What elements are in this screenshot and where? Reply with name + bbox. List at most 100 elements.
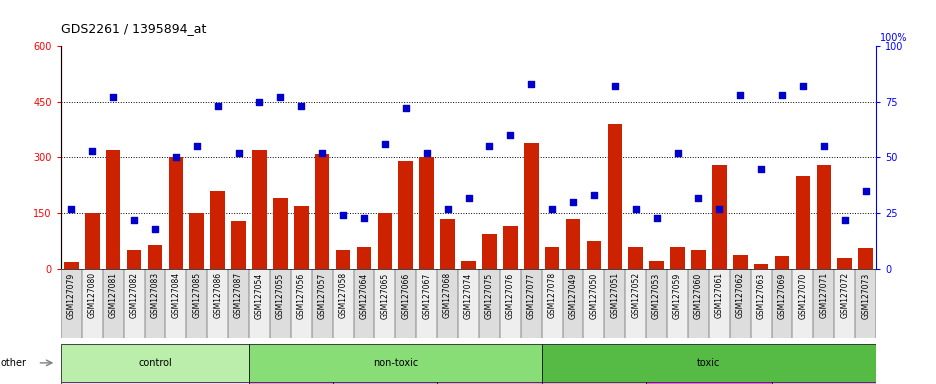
Bar bbox=[189, 213, 204, 269]
Bar bbox=[249, 382, 332, 384]
Bar bbox=[419, 157, 433, 269]
Bar bbox=[231, 220, 245, 269]
Text: GSM127071: GSM127071 bbox=[818, 272, 827, 318]
Bar bbox=[833, 269, 855, 338]
Bar bbox=[357, 247, 371, 269]
Bar bbox=[541, 269, 562, 338]
Bar bbox=[270, 269, 290, 338]
Text: other: other bbox=[1, 358, 27, 368]
Bar bbox=[249, 344, 541, 382]
Bar bbox=[666, 269, 687, 338]
Bar bbox=[770, 382, 875, 384]
Point bbox=[503, 132, 518, 138]
Text: GSM127065: GSM127065 bbox=[380, 272, 389, 318]
Bar bbox=[628, 247, 642, 269]
Bar bbox=[624, 269, 646, 338]
Text: GSM127049: GSM127049 bbox=[568, 272, 577, 318]
Point bbox=[377, 141, 392, 147]
Bar bbox=[711, 165, 725, 269]
Bar bbox=[207, 269, 227, 338]
Bar bbox=[607, 124, 622, 269]
Bar bbox=[166, 269, 186, 338]
Bar bbox=[210, 191, 225, 269]
Bar bbox=[437, 269, 458, 338]
Bar bbox=[103, 269, 124, 338]
Bar bbox=[729, 269, 750, 338]
Bar bbox=[272, 198, 287, 269]
Bar bbox=[855, 269, 875, 338]
Text: GSM127060: GSM127060 bbox=[694, 272, 702, 318]
Bar bbox=[481, 233, 496, 269]
Bar bbox=[124, 269, 144, 338]
Bar bbox=[61, 344, 249, 382]
Text: GSM127086: GSM127086 bbox=[213, 272, 222, 318]
Point bbox=[314, 150, 329, 156]
Point bbox=[147, 226, 162, 232]
Bar bbox=[312, 269, 332, 338]
Text: GSM127050: GSM127050 bbox=[589, 272, 598, 318]
Point bbox=[690, 194, 705, 200]
Bar bbox=[395, 269, 416, 338]
Text: GSM127053: GSM127053 bbox=[651, 272, 661, 318]
Text: GSM127077: GSM127077 bbox=[526, 272, 535, 318]
Text: GSM127066: GSM127066 bbox=[401, 272, 410, 318]
Text: GSM127080: GSM127080 bbox=[88, 272, 96, 318]
Bar bbox=[314, 154, 329, 269]
Point bbox=[523, 81, 538, 87]
Bar bbox=[857, 248, 872, 269]
Bar bbox=[523, 142, 538, 269]
Text: GSM127069: GSM127069 bbox=[777, 272, 785, 318]
Bar bbox=[85, 213, 99, 269]
Text: GSM127068: GSM127068 bbox=[443, 272, 451, 318]
Bar bbox=[144, 269, 166, 338]
Point bbox=[294, 103, 309, 109]
Bar bbox=[249, 269, 270, 338]
Point bbox=[231, 150, 246, 156]
Point bbox=[732, 92, 747, 98]
Bar bbox=[458, 269, 478, 338]
Bar bbox=[294, 206, 308, 269]
Text: GSM127051: GSM127051 bbox=[609, 272, 619, 318]
Bar bbox=[332, 382, 437, 384]
Bar bbox=[586, 241, 601, 269]
Text: GSM127059: GSM127059 bbox=[672, 272, 681, 318]
Point bbox=[210, 103, 225, 109]
Text: GSM127057: GSM127057 bbox=[317, 272, 327, 318]
Text: GSM127083: GSM127083 bbox=[151, 272, 159, 318]
Bar bbox=[398, 161, 413, 269]
Bar bbox=[374, 269, 395, 338]
Point bbox=[272, 94, 287, 100]
Point bbox=[335, 212, 350, 218]
Bar bbox=[168, 157, 183, 269]
Bar bbox=[837, 258, 851, 269]
Point bbox=[168, 154, 183, 161]
Point bbox=[586, 192, 601, 199]
Point bbox=[481, 143, 496, 149]
Bar bbox=[812, 269, 833, 338]
Bar bbox=[649, 261, 664, 269]
Text: GSM127075: GSM127075 bbox=[485, 272, 493, 318]
Point bbox=[711, 205, 726, 212]
Bar bbox=[646, 382, 770, 384]
Bar bbox=[377, 213, 392, 269]
Text: GSM127061: GSM127061 bbox=[714, 272, 723, 318]
Text: GSM127084: GSM127084 bbox=[171, 272, 180, 318]
Bar bbox=[252, 150, 267, 269]
Bar bbox=[753, 264, 768, 269]
Text: GSM127078: GSM127078 bbox=[547, 272, 556, 318]
Text: GSM127067: GSM127067 bbox=[422, 272, 431, 318]
Bar bbox=[583, 269, 604, 338]
Point bbox=[795, 83, 810, 89]
Bar bbox=[750, 269, 770, 338]
Bar bbox=[774, 256, 788, 269]
Point bbox=[753, 166, 768, 172]
Point bbox=[440, 205, 455, 212]
Bar bbox=[440, 219, 455, 269]
Bar bbox=[81, 269, 103, 338]
Bar bbox=[646, 269, 666, 338]
Bar bbox=[691, 250, 705, 269]
Bar bbox=[290, 269, 312, 338]
Point bbox=[126, 217, 141, 223]
Text: 100%: 100% bbox=[879, 33, 907, 43]
Text: GSM127063: GSM127063 bbox=[756, 272, 765, 318]
